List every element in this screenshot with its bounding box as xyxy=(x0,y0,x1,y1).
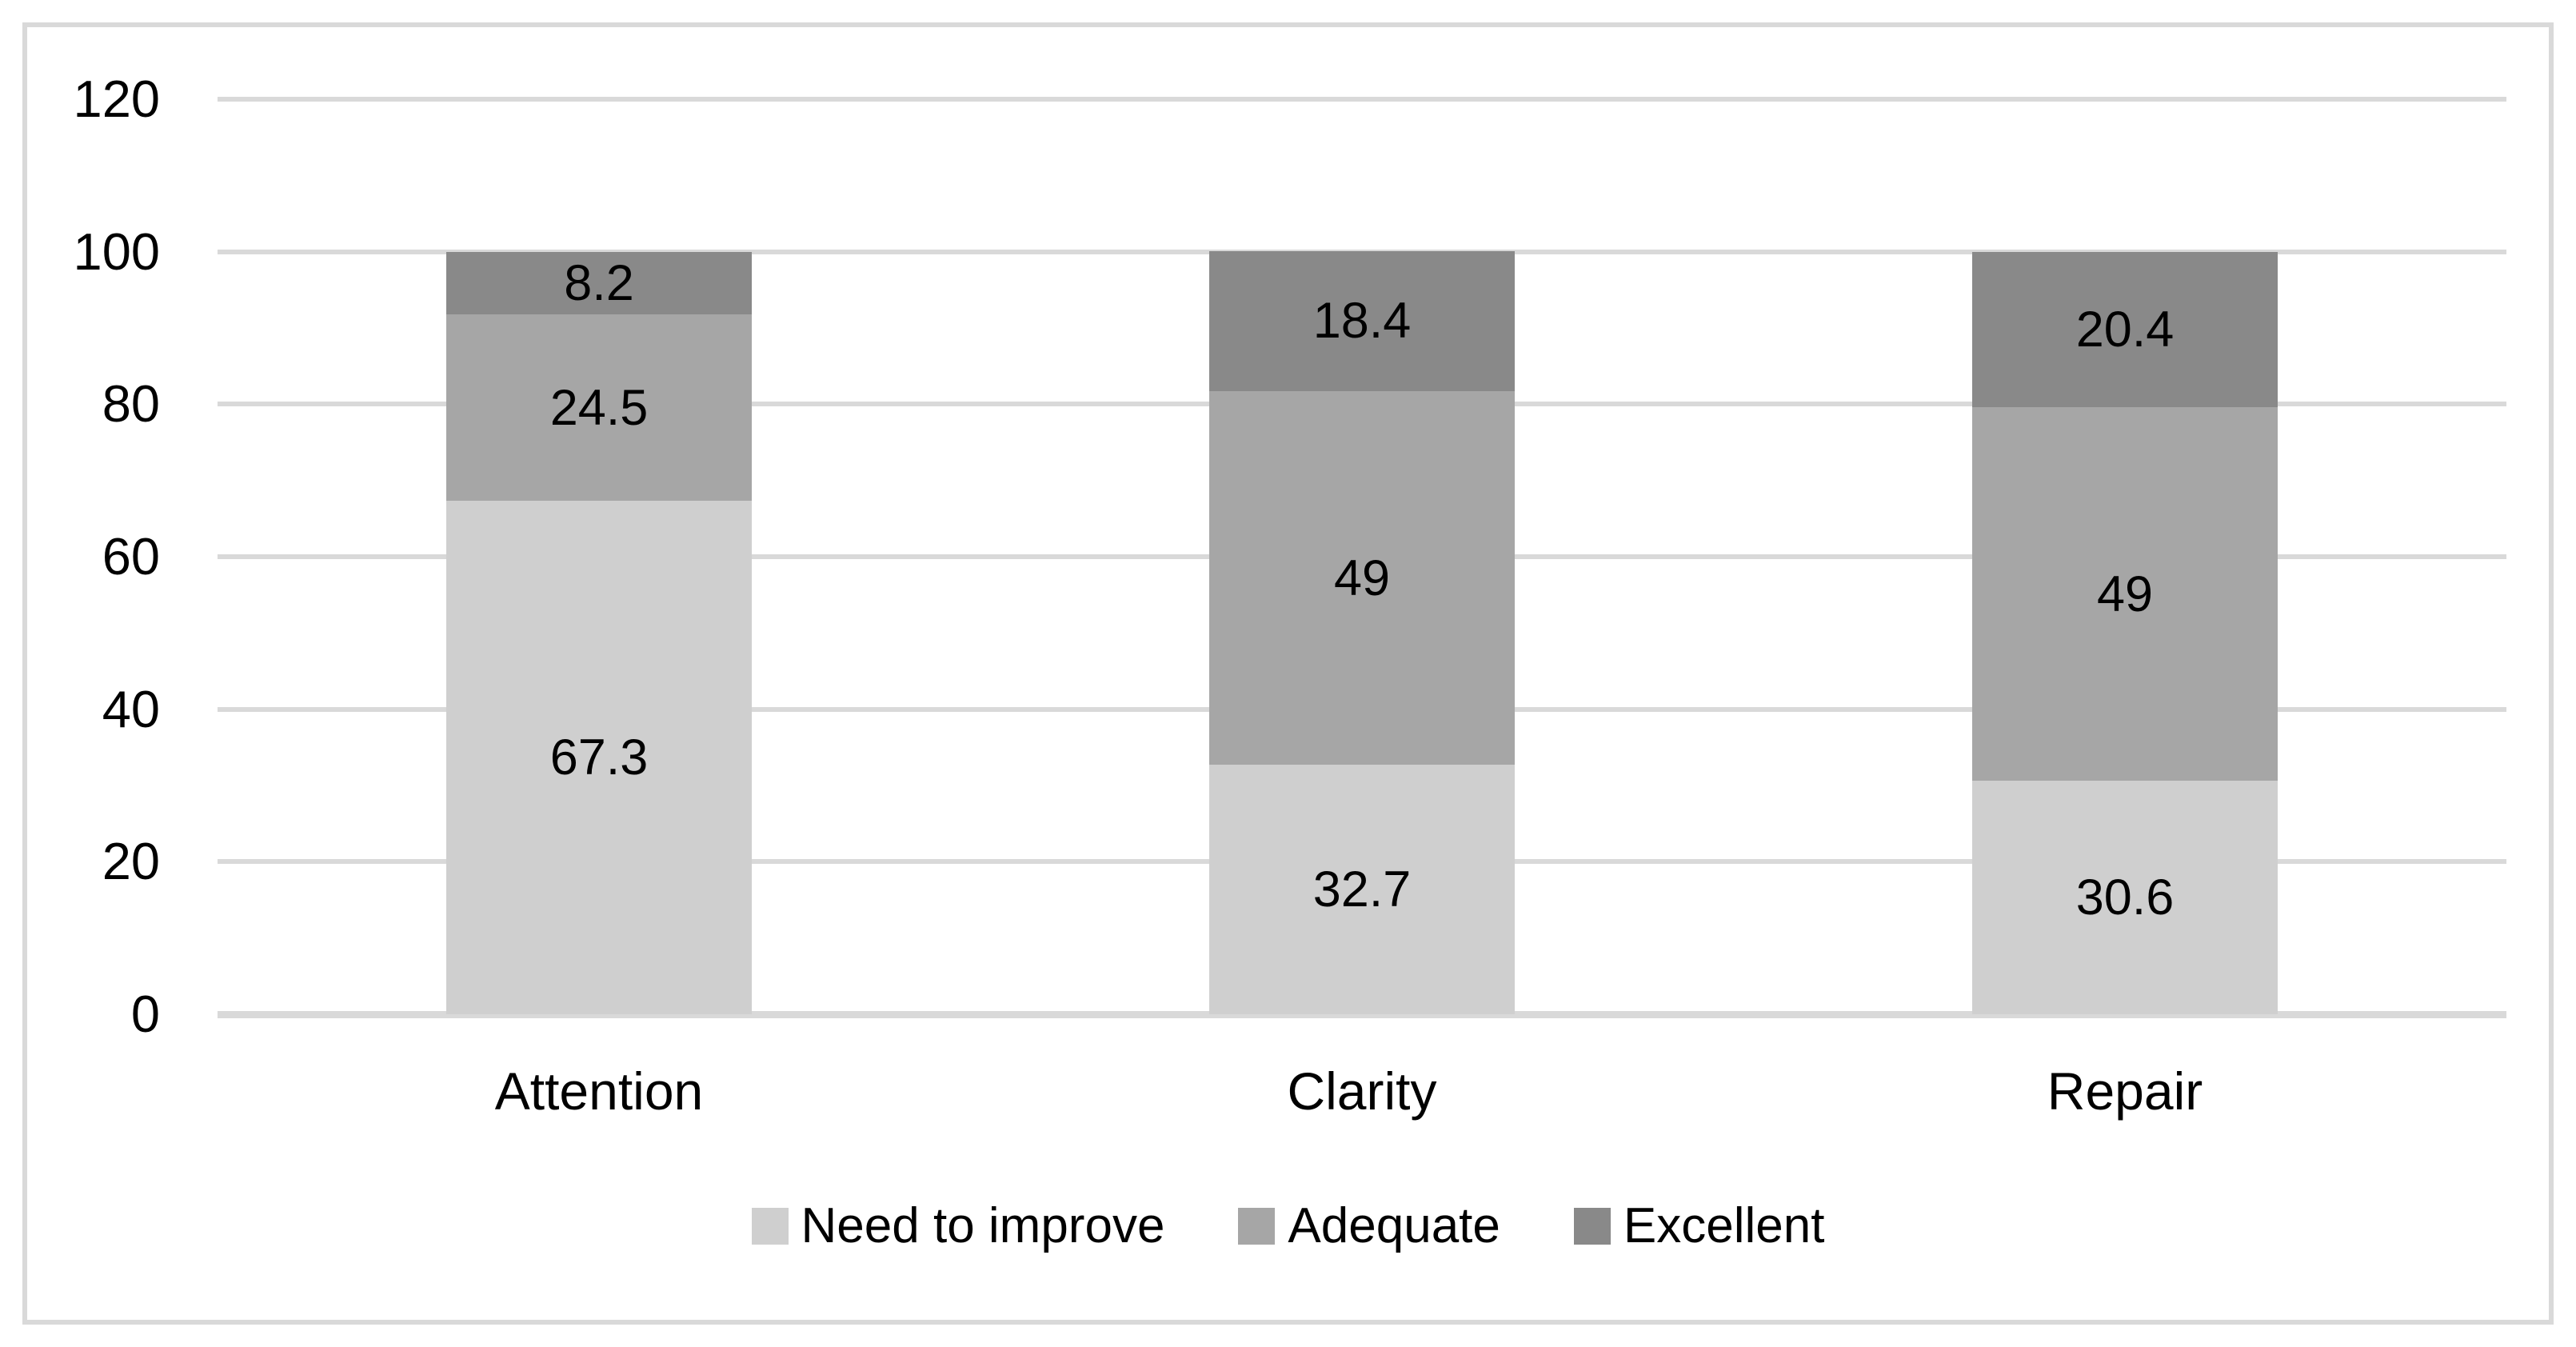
legend-swatch-need-to-improve xyxy=(751,1208,789,1245)
x-axis-line xyxy=(218,1011,2506,1018)
category-label-clarity: Clarity xyxy=(1287,1061,1437,1121)
bar-repair-segment-need-to-improve xyxy=(1972,781,2278,1014)
y-tick-label-20: 20 xyxy=(102,832,160,891)
y-tick-label-80: 80 xyxy=(102,374,160,434)
legend-item-adequate: Adequate xyxy=(1238,1198,1500,1254)
legend-label-adequate: Adequate xyxy=(1288,1198,1500,1253)
bar-attention-segment-excellent xyxy=(446,251,752,314)
data-label-repair-excellent: 20.4 xyxy=(2075,301,2175,358)
legend-item-excellent: Excellent xyxy=(1573,1198,1825,1254)
data-label-repair-adequate: 49 xyxy=(2096,566,2154,622)
bar-repair-segment-excellent xyxy=(1972,251,2278,408)
data-label-attention-need-to-improve: 67.3 xyxy=(549,729,649,786)
y-tick-label-60: 60 xyxy=(102,527,160,586)
bar-attention-segment-need-to-improve xyxy=(446,501,752,1014)
data-label-repair-need-to-improve: 30.6 xyxy=(2075,869,2175,926)
legend-item-need-to-improve: Need to improve xyxy=(751,1198,1165,1254)
legend-label-need-to-improve: Need to improve xyxy=(801,1198,1165,1253)
data-label-attention-adequate: 24.5 xyxy=(549,379,649,436)
bar-clarity-segment-excellent xyxy=(1209,250,1515,392)
y-tick-label-120: 120 xyxy=(73,70,160,128)
data-label-clarity-need-to-improve: 32.7 xyxy=(1312,861,1412,918)
y-tick-label-40: 40 xyxy=(102,679,160,738)
data-label-attention-excellent: 8.2 xyxy=(564,254,634,311)
gridline-120 xyxy=(218,97,2506,102)
legend-label-excellent: Excellent xyxy=(1623,1198,1825,1253)
data-label-clarity-adequate: 49 xyxy=(1333,550,1391,606)
bar-clarity-segment-need-to-improve xyxy=(1209,765,1515,1014)
data-label-clarity-excellent: 18.4 xyxy=(1312,293,1412,350)
plot-area: 67.3 24.5 8.2 32.7 49 18.4 30.6 49 20.4 xyxy=(218,97,2506,1018)
bar-clarity-segment-adequate xyxy=(1209,391,1515,765)
legend-swatch-excellent xyxy=(1573,1208,1611,1245)
bar-attention-segment-adequate xyxy=(446,314,752,502)
category-label-attention: Attention xyxy=(494,1061,704,1121)
y-tick-label-0: 0 xyxy=(130,985,160,1043)
legend: Need to improve Adequate Excellent xyxy=(0,1190,2576,1262)
category-label-repair: Repair xyxy=(2047,1061,2203,1121)
legend-swatch-adequate xyxy=(1238,1208,1276,1245)
chart-border xyxy=(22,22,2554,1325)
y-tick-label-100: 100 xyxy=(73,222,160,281)
bar-repair-segment-adequate xyxy=(1972,407,2278,781)
